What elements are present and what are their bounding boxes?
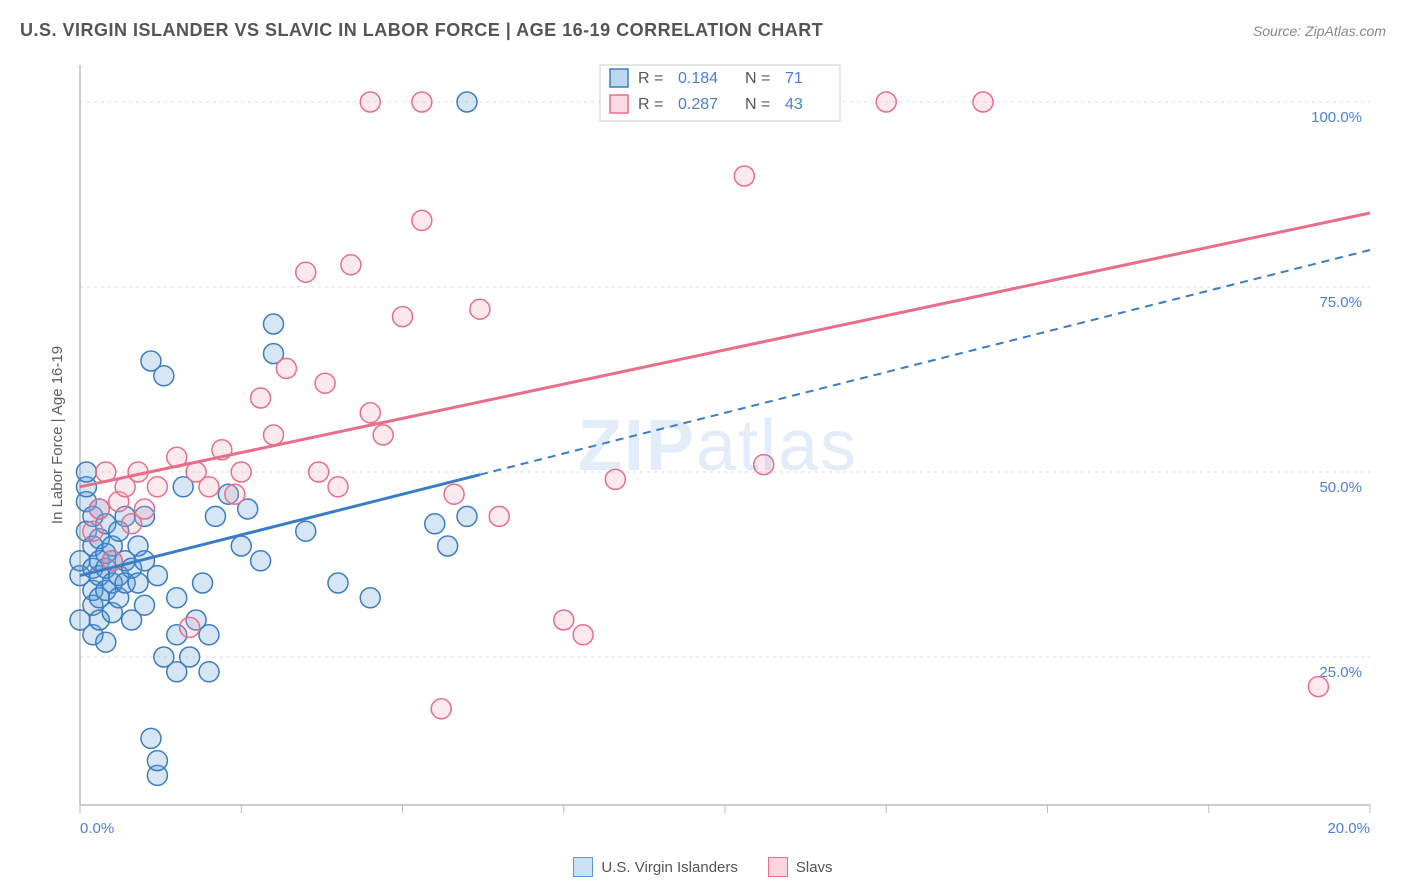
svg-text:75.0%: 75.0%	[1319, 294, 1362, 311]
legend-item-slavs: Slavs	[768, 857, 833, 877]
svg-text:R =: R =	[638, 96, 663, 113]
svg-text:0.0%: 0.0%	[80, 820, 114, 837]
chart-header: U.S. VIRGIN ISLANDER VS SLAVIC IN LABOR …	[20, 20, 1386, 41]
chart-svg: 25.0% 50.0% 75.0% 100.0% 0.0% 20.0% In Labor F…	[50, 55, 1386, 837]
svg-text:N =: N =	[745, 70, 770, 87]
legend-swatch-slavs	[768, 857, 788, 877]
legend-swatch-usvi	[573, 857, 593, 877]
svg-text:20.0%: 20.0%	[1327, 820, 1370, 837]
legend-item-usvi: U.S. Virgin Islanders	[573, 857, 737, 877]
svg-text:50.0%: 50.0%	[1319, 479, 1362, 496]
svg-text:25.0%: 25.0%	[1319, 664, 1362, 681]
legend-label-slavs: Slavs	[796, 859, 833, 876]
chart-source: Source: ZipAtlas.com	[1253, 23, 1386, 39]
svg-text:71: 71	[785, 70, 803, 87]
legend-bottom: U.S. Virgin Islanders Slavs	[0, 857, 1406, 877]
svg-text:R =: R =	[638, 70, 663, 87]
legend-label-usvi: U.S. Virgin Islanders	[601, 859, 737, 876]
svg-text:100.0%: 100.0%	[1311, 109, 1362, 126]
svg-text:0.287: 0.287	[678, 96, 718, 113]
chart-title: U.S. VIRGIN ISLANDER VS SLAVIC IN LABOR …	[20, 20, 823, 41]
svg-text:In Labor Force | Age 16-19: In Labor Force | Age 16-19	[50, 346, 66, 524]
svg-text:43: 43	[785, 96, 803, 113]
svg-text:0.184: 0.184	[678, 70, 718, 87]
scatter-chart: 25.0% 50.0% 75.0% 100.0% 0.0% 20.0% In Labor F…	[50, 55, 1386, 837]
svg-text:N =: N =	[745, 96, 770, 113]
